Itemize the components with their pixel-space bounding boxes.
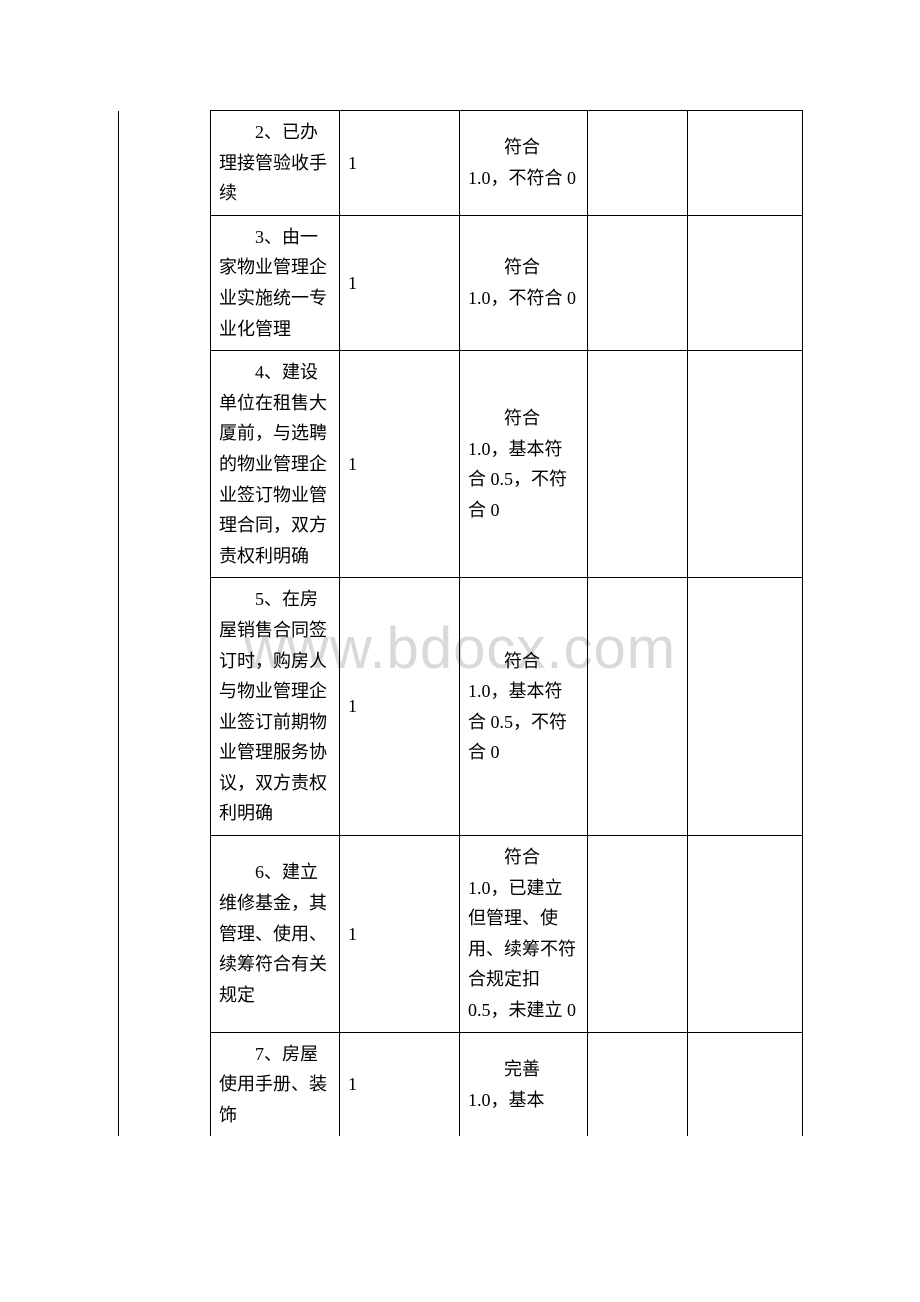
cell-category <box>119 578 211 836</box>
cell-blank1 <box>588 1032 688 1136</box>
cell-category <box>119 351 211 578</box>
cell-blank2 <box>688 351 803 578</box>
cell-blank2 <box>688 578 803 836</box>
table-row: 5、在房屋销售合同签订时，购房人与物业管理企业签订前期物业管理服务协议，双方责权… <box>119 578 803 836</box>
cell-category <box>119 111 211 216</box>
cell-blank1 <box>588 351 688 578</box>
cell-criteria: 2、已办理接管验收手续 <box>211 111 340 216</box>
cell-category <box>119 1032 211 1136</box>
cell-standard: 完善1.0，基本 <box>460 1032 588 1136</box>
cell-criteria: 5、在房屋销售合同签订时，购房人与物业管理企业签订前期物业管理服务协议，双方责权… <box>211 578 340 836</box>
cell-blank2 <box>688 1032 803 1136</box>
cell-blank1 <box>588 836 688 1033</box>
evaluation-table: 2、已办理接管验收手续 1 符合1.0，不符合 0 3、由一家物业管理企业实施统… <box>118 110 803 1136</box>
cell-category <box>119 215 211 350</box>
table-row: 6、建立维修基金，其管理、使用、续筹符合有关规定 1 符合1.0，已建立但管理、… <box>119 836 803 1033</box>
cell-blank1 <box>588 578 688 836</box>
cell-score: 1 <box>340 215 460 350</box>
table-row: 2、已办理接管验收手续 1 符合1.0，不符合 0 <box>119 111 803 216</box>
cell-standard: 符合1.0，不符合 0 <box>460 111 588 216</box>
cell-criteria: 6、建立维修基金，其管理、使用、续筹符合有关规定 <box>211 836 340 1033</box>
cell-standard: 符合1.0，已建立但管理、使用、续筹不符合规定扣0.5，未建立 0 <box>460 836 588 1033</box>
cell-standard: 符合1.0，基本符合 0.5，不符合 0 <box>460 578 588 836</box>
document-page: www.bdocx.com 2、已办理接管验收手续 1 符合1.0，不符合 0 … <box>0 0 920 1302</box>
cell-criteria: 7、房屋使用手册、装饰 <box>211 1032 340 1136</box>
cell-standard: 符合1.0，不符合 0 <box>460 215 588 350</box>
cell-blank1 <box>588 111 688 216</box>
cell-blank1 <box>588 215 688 350</box>
cell-score: 1 <box>340 1032 460 1136</box>
cell-score: 1 <box>340 836 460 1033</box>
cell-score: 1 <box>340 351 460 578</box>
table-row: 3、由一家物业管理企业实施统一专业化管理 1 符合1.0，不符合 0 <box>119 215 803 350</box>
cell-criteria: 4、建设单位在租售大厦前，与选聘的物业管理企业签订物业管理合同，双方责权利明确 <box>211 351 340 578</box>
cell-category <box>119 836 211 1033</box>
cell-standard: 符合1.0，基本符合 0.5，不符合 0 <box>460 351 588 578</box>
cell-blank2 <box>688 111 803 216</box>
cell-criteria: 3、由一家物业管理企业实施统一专业化管理 <box>211 215 340 350</box>
cell-blank2 <box>688 215 803 350</box>
cell-blank2 <box>688 836 803 1033</box>
cell-score: 1 <box>340 578 460 836</box>
table-row: 7、房屋使用手册、装饰 1 完善1.0，基本 <box>119 1032 803 1136</box>
table-row: 4、建设单位在租售大厦前，与选聘的物业管理企业签订物业管理合同，双方责权利明确 … <box>119 351 803 578</box>
cell-score: 1 <box>340 111 460 216</box>
